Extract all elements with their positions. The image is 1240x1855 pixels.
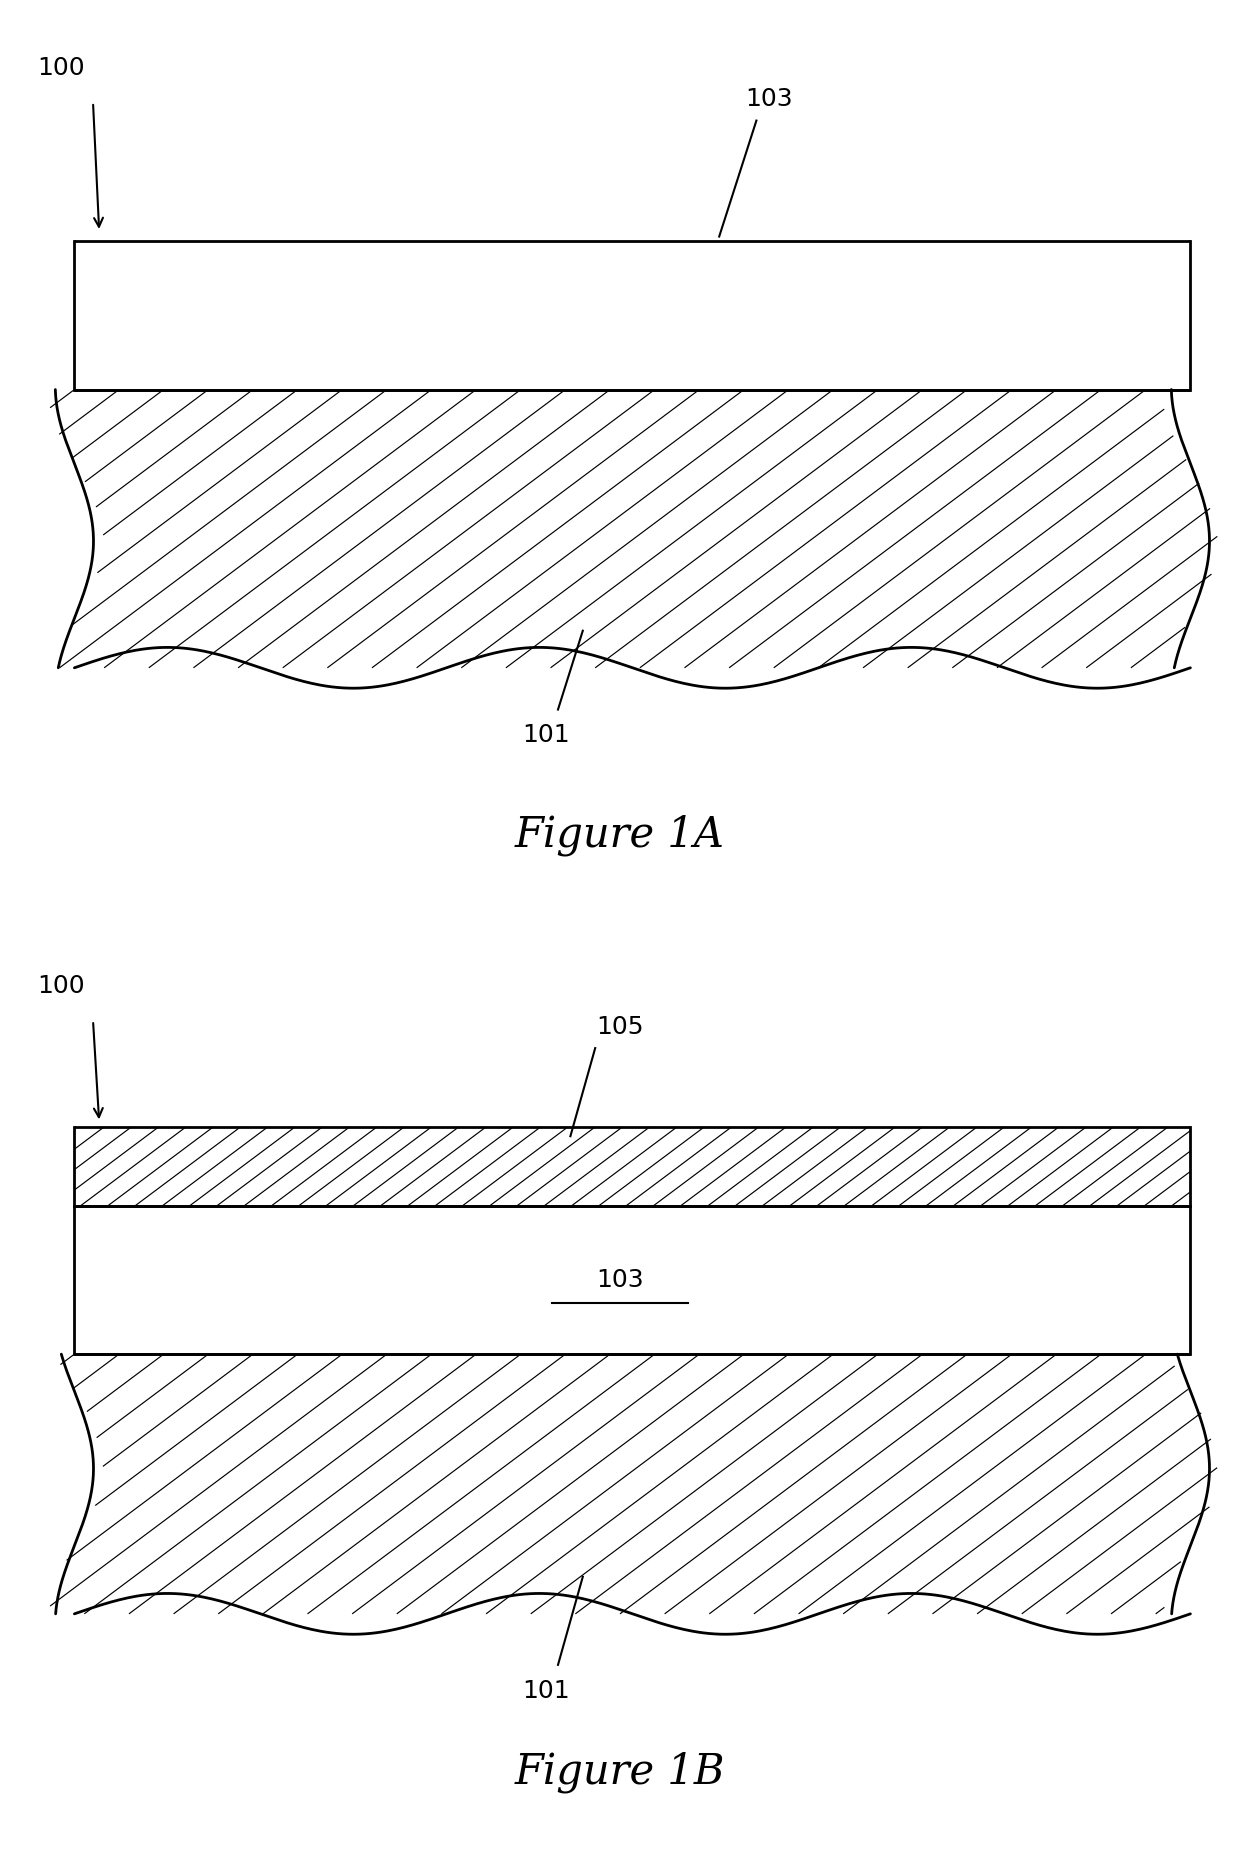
Polygon shape [74,1126,1190,1206]
Text: 103: 103 [745,87,792,111]
Text: 100: 100 [37,56,84,80]
Polygon shape [74,241,1190,390]
Text: Figure 1A: Figure 1A [515,814,725,855]
Polygon shape [74,1206,1190,1354]
Text: 105: 105 [596,1015,644,1039]
Text: Figure 1B: Figure 1B [515,1751,725,1792]
Text: 103: 103 [596,1269,644,1291]
Polygon shape [47,390,1218,668]
Text: 101: 101 [522,723,569,748]
Polygon shape [47,1354,1218,1614]
Text: 101: 101 [522,1679,569,1703]
Text: 100: 100 [37,974,84,998]
